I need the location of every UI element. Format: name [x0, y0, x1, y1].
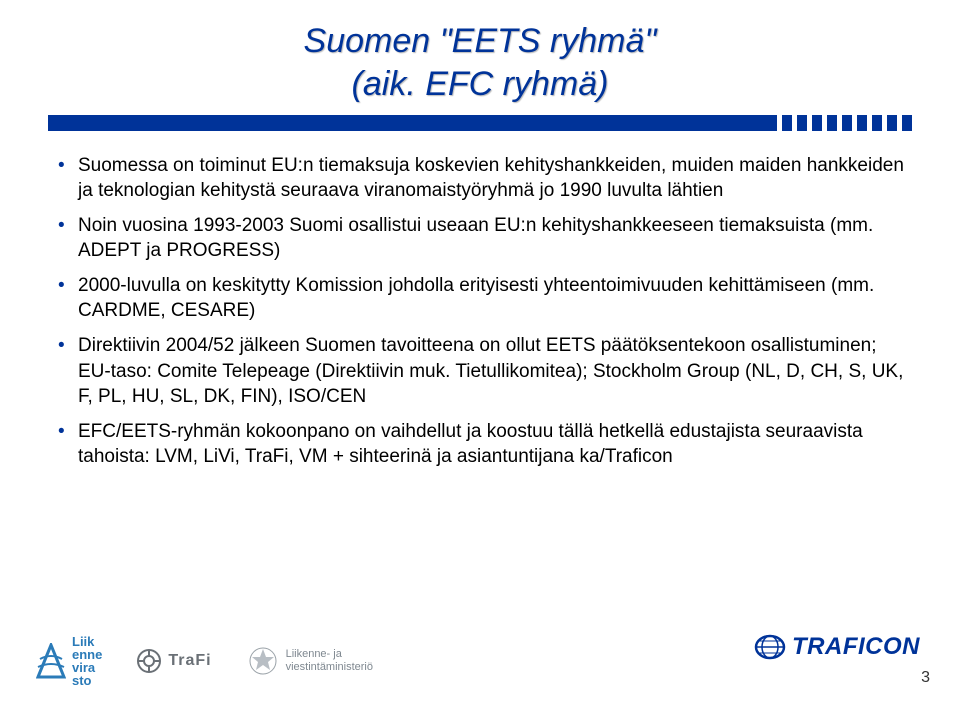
slide-title: Suomen "EETS ryhmä" (aik. EFC ryhmä): [48, 20, 912, 105]
bullet-item: Direktiivin 2004/52 jälkeen Suomen tavoi…: [56, 333, 912, 408]
trafi-label: TraFi: [168, 653, 211, 669]
separator-stripe: [48, 115, 912, 131]
traficon-icon: [754, 634, 786, 660]
bullet-item: Suomessa on toiminut EU:n tiemaksuja kos…: [56, 153, 912, 203]
footer-logos: Liik enne vira sto TraFi: [36, 635, 373, 687]
trafi-icon: [136, 648, 162, 674]
title-line-2: (aik. EFC ryhmä): [352, 65, 609, 103]
footer: Liik enne vira sto TraFi: [0, 631, 960, 693]
page-number: 3: [921, 669, 930, 687]
title-line-1: Suomen "EETS ryhmä": [304, 22, 657, 60]
lvm-icon: [246, 644, 280, 678]
stripe-bar: [48, 115, 777, 131]
lvm-label: Liikenne- ja viestintäministeriö: [286, 648, 373, 674]
slide: Suomen "EETS ryhmä" (aik. EFC ryhmä) Suo…: [0, 0, 960, 701]
lvm-logo: Liikenne- ja viestintäministeriö: [246, 644, 373, 678]
traficon-label: TRAFICON: [792, 633, 920, 661]
bullet-item: Noin vuosina 1993-2003 Suomi osallistui …: [56, 213, 912, 263]
liikennevirasto-icon: [36, 643, 66, 679]
bullet-item: EFC/EETS-ryhmän kokoonpano on vaihdellut…: [56, 419, 912, 469]
stripe-ticks: [777, 115, 912, 131]
bullet-list: Suomessa on toiminut EU:n tiemaksuja kos…: [48, 153, 912, 469]
traficon-logo: TRAFICON: [754, 633, 920, 661]
liikennevirasto-logo: Liik enne vira sto: [36, 635, 102, 687]
liikennevirasto-label: Liik enne vira sto: [72, 635, 102, 687]
bullet-item: 2000-luvulla on keskitytty Komission joh…: [56, 273, 912, 323]
trafi-logo: TraFi: [136, 648, 211, 674]
